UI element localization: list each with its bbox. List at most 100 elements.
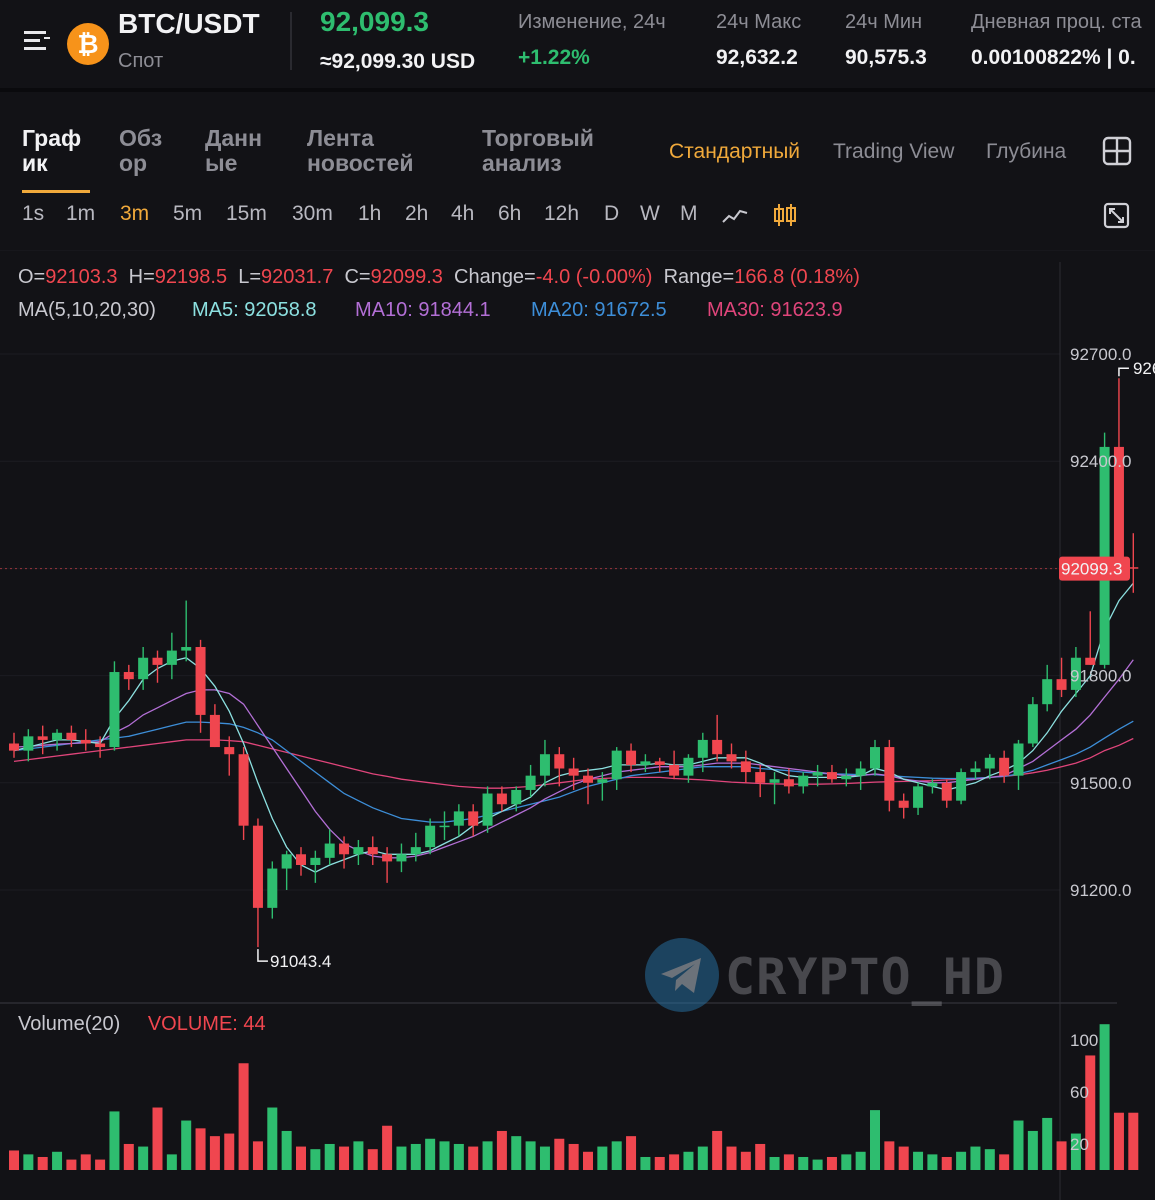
ma5-line xyxy=(13,582,1134,873)
pair-name[interactable]: BTC/USDT xyxy=(118,8,260,39)
volume-bar xyxy=(956,1151,967,1170)
volume-bar xyxy=(669,1154,680,1170)
volume-bar xyxy=(1070,1133,1081,1170)
volume-bar xyxy=(1056,1141,1067,1170)
candle-body xyxy=(396,854,407,862)
volume-bar xyxy=(712,1130,723,1170)
ma-lines xyxy=(13,582,1134,873)
candle-body xyxy=(884,747,895,801)
volume-bar xyxy=(884,1141,895,1170)
volume-tick-label: 20 xyxy=(1070,1135,1089,1154)
view-depth[interactable]: Глубина xyxy=(986,140,1067,163)
candle-body xyxy=(683,757,694,776)
tab-chart[interactable]: Граф ик xyxy=(22,125,82,176)
volume-bar xyxy=(1013,1120,1024,1170)
volume-bar xyxy=(654,1156,665,1170)
candle-body xyxy=(496,793,507,805)
volume-bar xyxy=(697,1146,708,1170)
tab-analysis[interactable]: Торговый анализ xyxy=(482,125,594,176)
candle-body xyxy=(697,739,708,758)
volume-bar xyxy=(683,1151,694,1170)
interval-30m[interactable]: 30m xyxy=(292,202,333,225)
interval-1m[interactable]: 1m xyxy=(66,202,96,225)
close-value: 92099.3 xyxy=(370,266,443,288)
candle-body xyxy=(482,793,493,826)
layout-grid-icon[interactable] xyxy=(1102,136,1132,166)
view-tradingview[interactable]: Trading View xyxy=(833,140,955,163)
ma20-value: MA20: 91672.5 xyxy=(531,299,667,321)
menu-icon[interactable] xyxy=(24,28,52,54)
volume-bar xyxy=(841,1154,852,1170)
candle-body xyxy=(1056,679,1067,690)
volume-bar xyxy=(812,1159,823,1170)
candle-body xyxy=(812,772,823,776)
volume-bar xyxy=(898,1146,909,1170)
interval-4h[interactable]: 4h xyxy=(451,202,475,225)
market-header: ₿ BTC/USDT Спот 92,099.3 ≈92,099.30 USD … xyxy=(0,0,1155,92)
candle-body xyxy=(712,739,723,755)
volume-bar xyxy=(296,1146,306,1170)
view-standard[interactable]: Стандартный xyxy=(669,140,801,163)
min-price-label: 91043.4 xyxy=(270,952,331,971)
candle-body xyxy=(166,650,177,665)
open-label: O= xyxy=(18,266,46,288)
range-label: Range= xyxy=(663,266,735,288)
high-label: H= xyxy=(128,266,155,288)
interval-15m[interactable]: 15m xyxy=(226,202,267,225)
interval-m[interactable]: M xyxy=(680,202,698,225)
candle-body xyxy=(209,714,220,748)
volume-bar xyxy=(453,1143,464,1170)
interval-1h[interactable]: 1h xyxy=(358,202,382,225)
ma5-value: MA5: 92058.8 xyxy=(192,299,317,321)
volume-bar xyxy=(382,1125,393,1170)
interval-w[interactable]: W xyxy=(640,202,660,225)
volume-bar xyxy=(468,1146,479,1170)
header-divider xyxy=(290,12,292,70)
volume-bar xyxy=(482,1141,493,1170)
ma-legend-title: MA(5,10,20,30) xyxy=(18,299,156,321)
candle-body xyxy=(913,786,924,808)
interval-12h[interactable]: 12h xyxy=(544,202,580,225)
change-24h-value: +1.22% xyxy=(518,46,590,69)
candle-body xyxy=(626,750,637,765)
candle-body xyxy=(1099,446,1110,665)
tab-overview[interactable]: Обз ор xyxy=(119,125,163,176)
volume-bar xyxy=(568,1143,579,1170)
candle-body xyxy=(66,732,77,740)
volume-bar xyxy=(267,1107,278,1170)
volume-bar xyxy=(1042,1117,1053,1170)
interval-2h[interactable]: 2h xyxy=(405,202,429,225)
low-24h-label: 24ч Мин xyxy=(845,11,923,33)
tab-news[interactable]: Лента новостей xyxy=(307,125,414,176)
interval-d[interactable]: D xyxy=(604,202,620,225)
candlestick-icon[interactable] xyxy=(772,202,798,228)
volume-bar xyxy=(367,1149,378,1170)
volume-bar xyxy=(339,1146,350,1170)
fullscreen-icon[interactable] xyxy=(1103,202,1130,229)
volume-bar xyxy=(525,1141,536,1170)
high-value: 92198.5 xyxy=(154,266,228,288)
last-price: 92,099.3 xyxy=(320,6,429,37)
candle-body xyxy=(339,843,350,855)
interval-6h[interactable]: 6h xyxy=(498,202,522,225)
candle-body xyxy=(1013,743,1024,776)
candle-body xyxy=(511,789,522,805)
interval-5m[interactable]: 5m xyxy=(173,202,203,225)
line-chart-icon[interactable] xyxy=(722,204,748,226)
price-chart[interactable]: 92700.0 92400.0 91800.0 91500.0 91200.0 100 60… xyxy=(0,250,1155,1200)
interval-1s[interactable]: 1s xyxy=(22,202,45,225)
candle-body xyxy=(1085,657,1096,665)
candle-body xyxy=(439,825,450,828)
interval-3m[interactable]: 3m xyxy=(120,202,150,225)
volume-bar xyxy=(999,1154,1010,1170)
candle-body xyxy=(310,857,321,865)
candle-body xyxy=(654,761,665,765)
candle-body xyxy=(611,750,622,780)
candle-body xyxy=(80,739,91,744)
candle-body xyxy=(898,800,909,808)
volume-bar xyxy=(583,1151,593,1170)
candle-body xyxy=(798,775,809,787)
volume-bar xyxy=(109,1111,120,1170)
tab-data[interactable]: Данн ые xyxy=(205,125,262,176)
change-value: -4.0 (-0.00%) xyxy=(535,266,653,288)
